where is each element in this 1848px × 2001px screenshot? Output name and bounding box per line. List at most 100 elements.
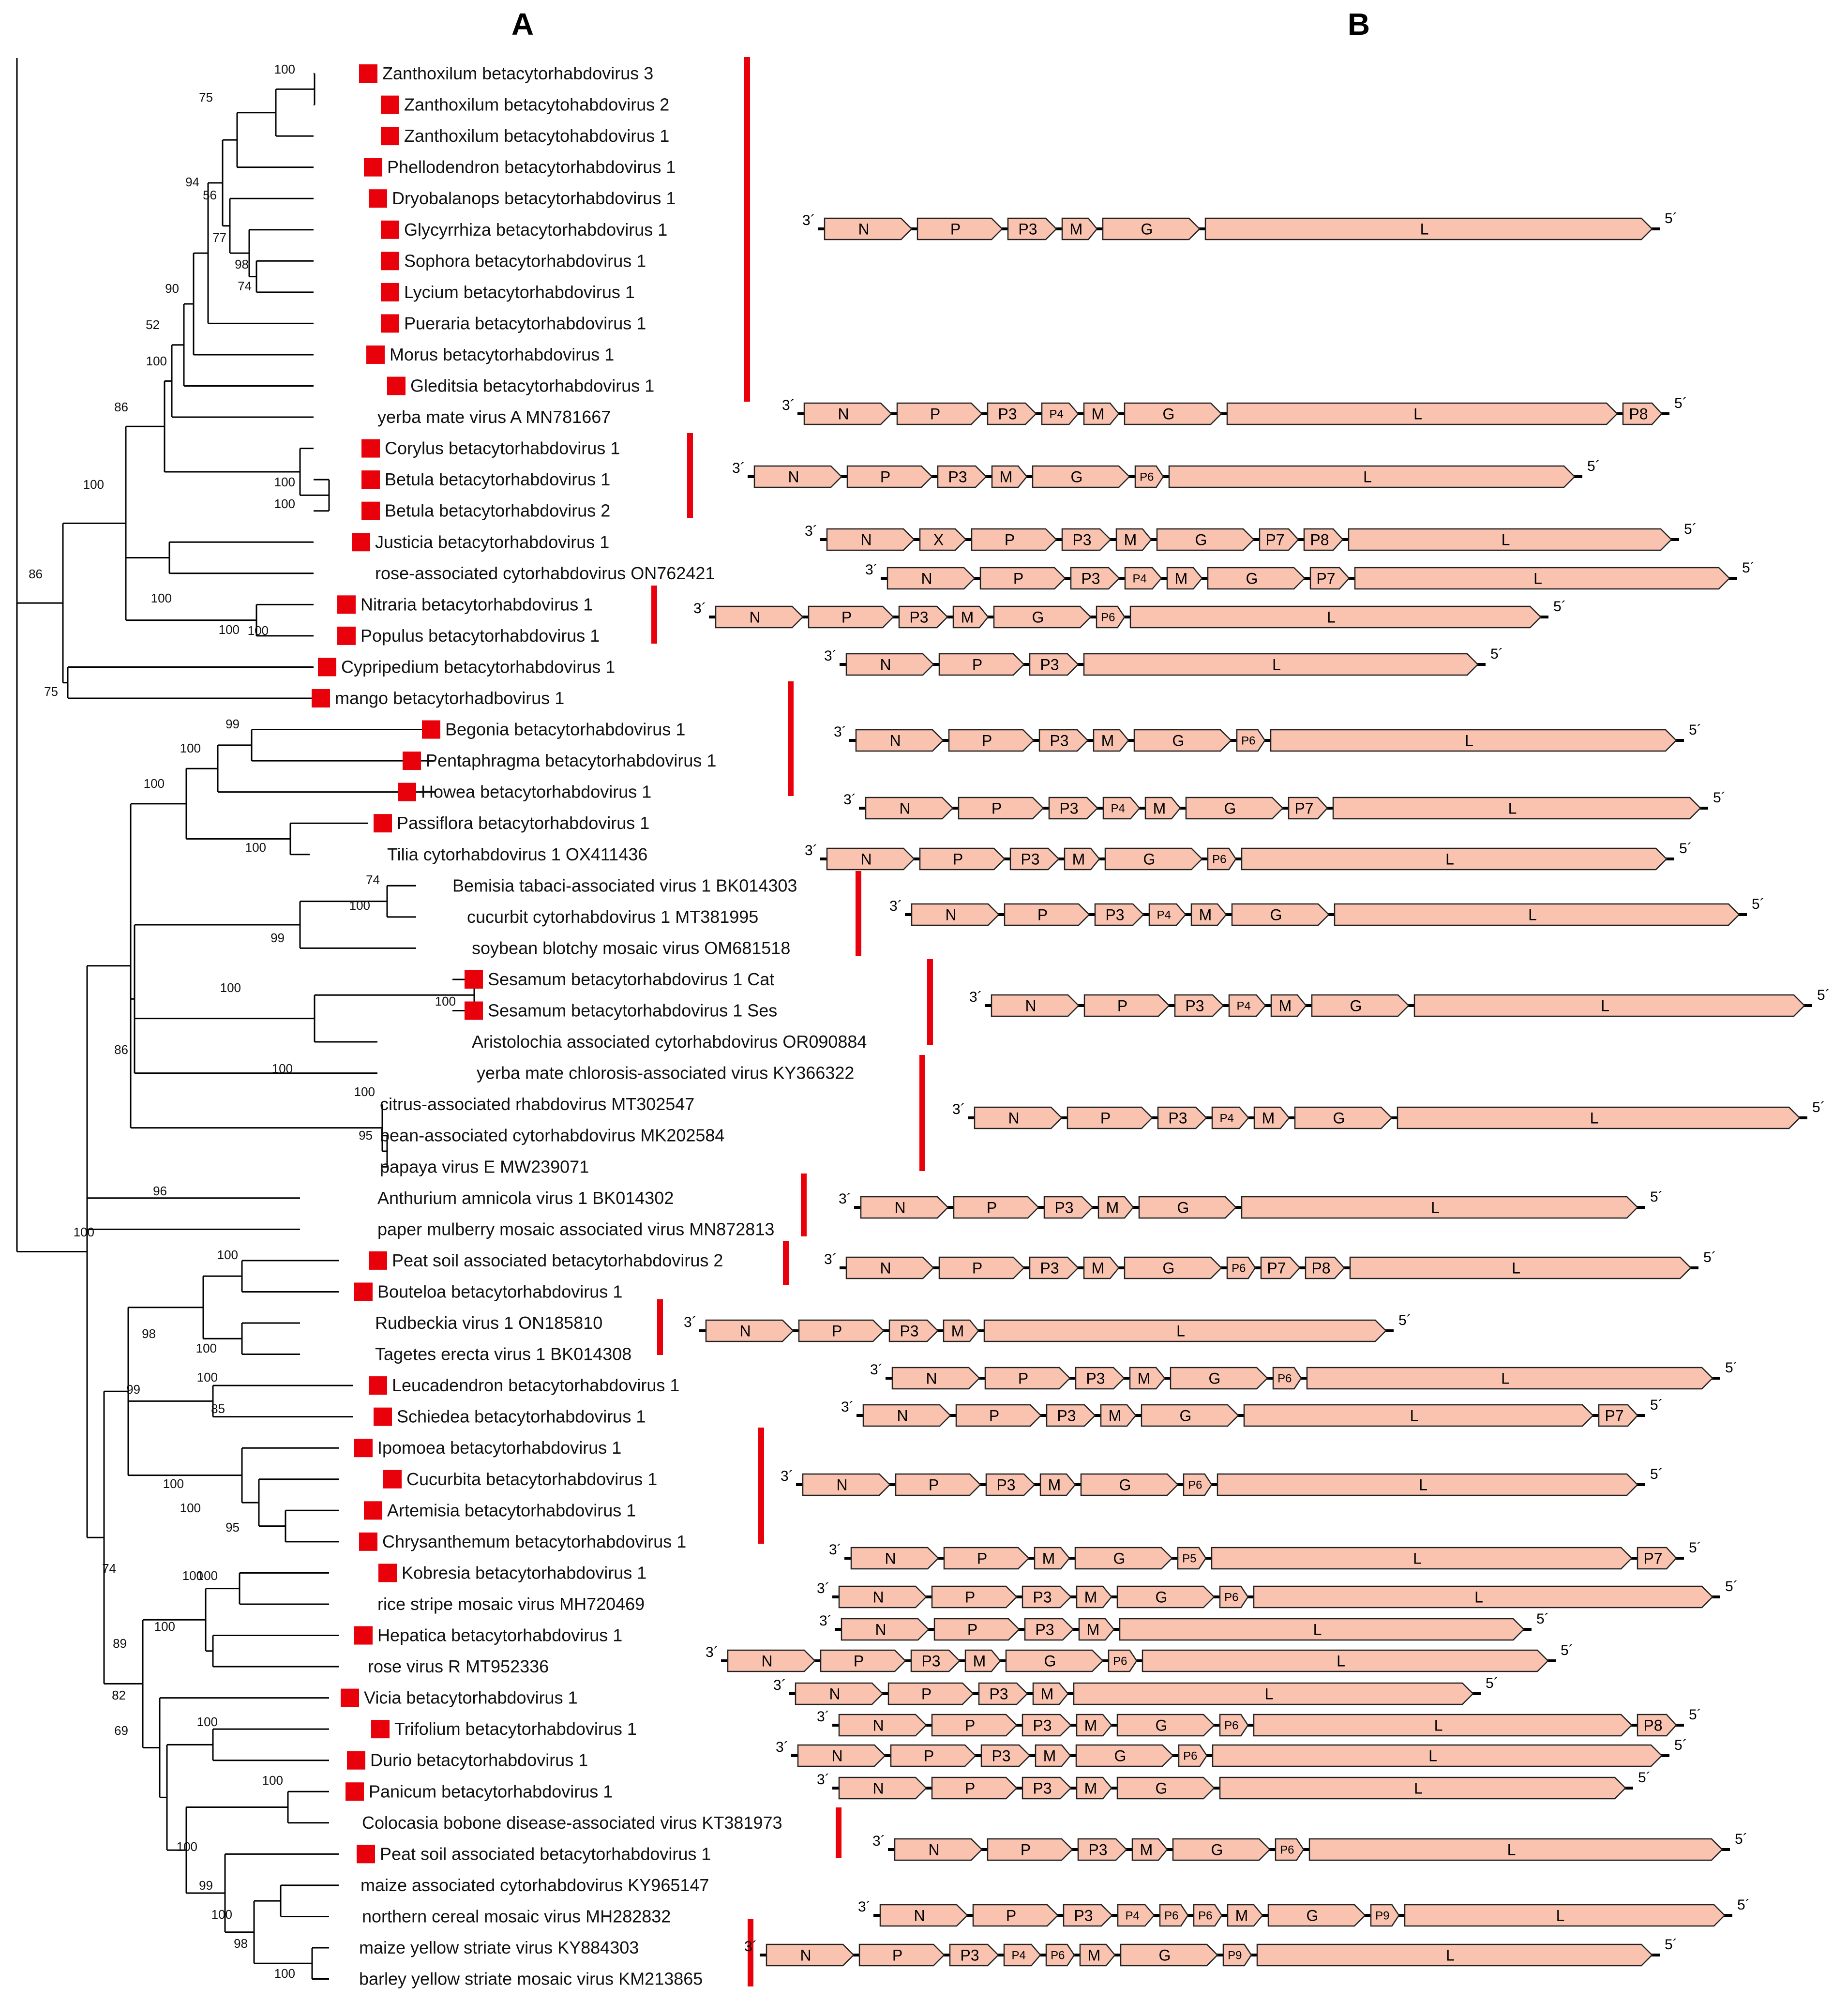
gene-arrow-P <box>846 465 933 488</box>
gene-arrow-P3 <box>980 1744 1031 1767</box>
gene-arrow-N <box>838 1585 927 1609</box>
new-virus-marker <box>465 1001 483 1020</box>
new-virus-marker <box>361 501 380 520</box>
genome-map: 3´ N P P3 M G L P7 5´ <box>841 1397 1663 1427</box>
gene-label: N <box>921 570 932 587</box>
gene-label: M <box>1084 1780 1097 1797</box>
tip-label: Cucurbita betacytorhabdovirus 1 <box>406 1469 657 1489</box>
five-prime-label: 5´ <box>1398 1312 1412 1328</box>
bootstrap-value: 100 <box>151 591 172 605</box>
gene-arrow-P3 <box>1029 1256 1079 1279</box>
gene-label: G <box>1209 1370 1221 1387</box>
new-virus-marker <box>381 220 399 239</box>
gene-arrow-L <box>1219 1776 1626 1800</box>
five-prime-label: 5´ <box>1725 1360 1738 1376</box>
genome-map: 3´ N X P P3 M G P7 P8 L 5´ <box>805 521 1697 551</box>
gene-label: N <box>880 1260 891 1277</box>
clade-bars <box>651 57 933 1986</box>
gene-arrow-N <box>891 1367 980 1390</box>
gene-label: N <box>897 1407 908 1425</box>
gene-arrow-P6 <box>1236 729 1266 752</box>
gene-label: M <box>1042 1550 1055 1567</box>
gene-arrow-P7 <box>1637 1547 1677 1570</box>
gene-arrow-G <box>1156 528 1255 551</box>
tip-label: Justicia betacytorhabdovirus 1 <box>375 532 609 552</box>
three-prime-label: 3´ <box>805 523 818 539</box>
new-virus-marker <box>369 189 387 208</box>
gene-arrow-P <box>919 847 1006 871</box>
gene-arrow-P3 <box>910 1649 961 1672</box>
gene-arrow-M <box>1079 1943 1116 1967</box>
genome-map: 3´ N P P3 M G P6 L 5´ <box>693 599 1566 629</box>
gene-label: N <box>838 406 849 423</box>
gene-label: L <box>1313 1621 1322 1639</box>
five-prime-label: 5´ <box>1703 1249 1716 1265</box>
tip-labels: Zanthoxilum betacytorhabdovirus 3 Zanthox… <box>312 63 867 1989</box>
clade-bar <box>919 1055 925 1171</box>
tip-label: Bouteloa betacytorhabdovirus 1 <box>377 1281 622 1301</box>
gene-arrow-L <box>1217 1473 1638 1496</box>
three-prime-label: 3´ <box>776 1739 789 1755</box>
gene-label: N <box>1008 1110 1019 1127</box>
gene-label: P <box>972 656 982 674</box>
five-prime-label: 5´ <box>1650 1466 1663 1482</box>
tip-label: Aristolochia associated cytorhabdovirus … <box>472 1032 867 1052</box>
gene-arrow-G <box>1032 465 1130 488</box>
gene-arrow-P3 <box>1022 1585 1072 1609</box>
bootstrap-value: 89 <box>113 1636 127 1651</box>
new-virus-marker <box>381 314 399 333</box>
gene-arrow-P3 <box>1007 217 1057 241</box>
gene-arrow-N <box>803 402 892 425</box>
five-prime-label: 5´ <box>1679 841 1692 857</box>
tip-label: Hepatica betacytorhabdovirus 1 <box>377 1625 622 1645</box>
gene-arrow-N <box>795 1682 884 1705</box>
gene-arrow-P <box>979 567 1066 590</box>
five-prime-label: 5´ <box>1665 211 1678 226</box>
gene-arrow-P3 <box>949 1943 999 1967</box>
gene-arrow-M <box>1270 994 1307 1017</box>
five-prime-label: 5´ <box>1553 599 1566 615</box>
gene-label: L <box>1446 1947 1455 1964</box>
three-prime-label: 3´ <box>782 397 795 413</box>
gene-label: P6 <box>1140 471 1154 484</box>
gene-label: P <box>1117 997 1127 1015</box>
five-prime-label: 5´ <box>1737 1897 1750 1913</box>
gene-label: N <box>945 906 956 924</box>
gene-label: P5 <box>1182 1552 1196 1565</box>
genome-map: 3´ N P P3 M G P6 L 5´ <box>706 1642 1574 1672</box>
gene-label: L <box>1410 1407 1419 1425</box>
gene-arrow-M <box>1083 402 1120 425</box>
gene-label: N <box>860 851 871 868</box>
gene-label: P <box>1006 1907 1016 1925</box>
gene-arrow-P5 <box>1177 1547 1207 1570</box>
three-prime-label: 3´ <box>684 1314 697 1330</box>
gene-label: P3 <box>1072 531 1091 549</box>
gene-label: P <box>841 609 852 626</box>
gene-arrow-M <box>1035 1744 1071 1767</box>
gene-label: P4 <box>1049 408 1063 421</box>
gene-label: G <box>1032 609 1044 626</box>
new-virus-marker <box>465 970 483 989</box>
tip-label: Artemisia betacytorhabdovirus 1 <box>387 1500 636 1520</box>
gene-arrow-P7 <box>1309 567 1350 590</box>
gene-arrow-P6 <box>1275 1838 1305 1861</box>
bootstrap-value: 100 <box>196 1341 217 1355</box>
gene-arrow-L <box>1129 605 1542 629</box>
gene-arrow-G <box>1311 994 1410 1017</box>
gene-label: P6 <box>1164 1910 1178 1923</box>
gene-label: N <box>1025 997 1036 1015</box>
gene-label: L <box>1337 1653 1345 1670</box>
gene-label: L <box>1512 1260 1520 1277</box>
new-virus-marker <box>381 127 399 146</box>
tip-label: Lycium betacytorhabdovirus 1 <box>404 282 635 302</box>
gene-label: P4 <box>1011 1949 1025 1962</box>
three-prime-label: 3´ <box>781 1468 794 1484</box>
gene-arrow-G <box>1104 847 1203 871</box>
gene-label: P3 <box>1035 1621 1054 1639</box>
gene-label: P6 <box>1280 1844 1294 1857</box>
gene-label: P3 <box>996 1476 1015 1494</box>
bootstrap-value: 95 <box>359 1128 373 1143</box>
gene-arrow-P <box>1004 903 1090 926</box>
gene-arrow-G <box>1005 1649 1104 1672</box>
gene-label: P8 <box>1310 531 1329 549</box>
